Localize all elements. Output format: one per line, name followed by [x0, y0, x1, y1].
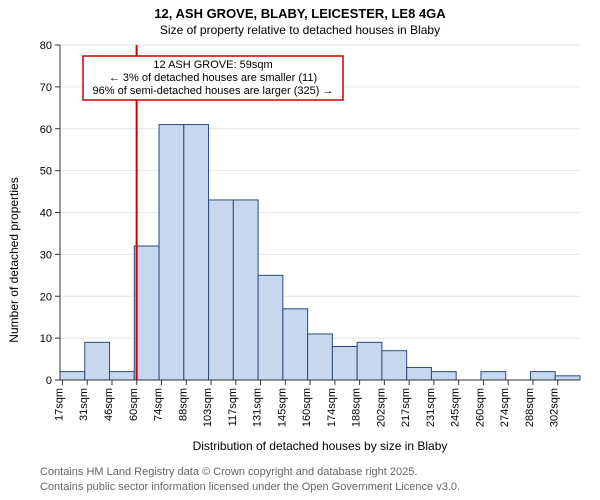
y-tick-label: 80 [40, 40, 52, 52]
x-tick-label: 274sqm [499, 388, 511, 427]
x-tick-label: 74sqm [153, 388, 165, 421]
x-tick-label: 202sqm [375, 388, 387, 427]
histogram-bar [357, 342, 382, 380]
x-tick-label: 131sqm [252, 388, 264, 427]
histogram-bar [308, 334, 333, 380]
footer-line2: Contains public sector information licen… [40, 481, 460, 493]
annotation-line2: ← 3% of detached houses are smaller (11) [109, 72, 317, 84]
x-tick-label: 31sqm [78, 388, 90, 421]
histogram-bar [530, 372, 555, 380]
x-tick-label: 145sqm [276, 388, 288, 427]
x-tick-label: 88sqm [177, 388, 189, 421]
histogram-bar [555, 376, 580, 380]
y-tick-label: 70 [40, 82, 52, 94]
y-tick-label: 40 [40, 208, 52, 220]
x-tick-label: 160sqm [301, 388, 313, 427]
x-tick-label: 46sqm [103, 388, 115, 421]
y-tick-label: 60 [40, 124, 52, 136]
histogram-bar [431, 372, 456, 380]
chart-svg: 12, ASH GROVE, BLABY, LEICESTER, LE8 4GA… [0, 0, 600, 500]
x-tick-label: 17sqm [53, 388, 65, 421]
y-axis-label: Number of detached properties [7, 177, 21, 342]
y-tick-label: 10 [40, 333, 52, 345]
histogram-bar [382, 351, 407, 380]
chart-container: 12, ASH GROVE, BLABY, LEICESTER, LE8 4GA… [0, 0, 600, 500]
y-tick-label: 0 [46, 375, 52, 387]
y-tick-label: 20 [40, 291, 52, 303]
x-tick-label: 60sqm [128, 388, 140, 421]
annotation-line3: 96% of semi-detached houses are larger (… [93, 85, 334, 97]
histogram-bar [481, 372, 506, 380]
x-tick-label: 217sqm [400, 388, 412, 427]
histogram-bar [184, 125, 209, 380]
x-tick-label: 103sqm [202, 388, 214, 427]
histogram-bar [60, 372, 85, 380]
x-tick-label: 302sqm [549, 388, 561, 427]
x-tick-label: 231sqm [425, 388, 437, 427]
x-tick-label: 245sqm [450, 388, 462, 427]
histogram-bar [110, 372, 135, 380]
footer-line1: Contains HM Land Registry data © Crown c… [40, 466, 417, 478]
histogram-bar [85, 342, 110, 380]
annotation-box: 12 ASH GROVE: 59sqm ← 3% of detached hou… [83, 56, 343, 100]
y-tick-label: 50 [40, 166, 52, 178]
histogram-bar [258, 275, 283, 380]
chart-title-sub: Size of property relative to detached ho… [160, 23, 440, 37]
histogram-bar [407, 367, 432, 380]
histogram-bar [159, 125, 184, 380]
histogram-bar [283, 309, 308, 380]
annotation-line1: 12 ASH GROVE: 59sqm [153, 59, 272, 71]
x-tick-label: 288sqm [524, 388, 536, 427]
x-tick-label: 188sqm [351, 388, 363, 427]
x-tick-label: 117sqm [227, 388, 239, 426]
y-tick-label: 30 [40, 249, 52, 261]
x-tick-label: 260sqm [474, 388, 486, 427]
histogram-bar [209, 200, 234, 380]
x-axis-label: Distribution of detached houses by size … [193, 439, 448, 453]
histogram-bar [332, 347, 357, 381]
x-tick-label: 174sqm [326, 388, 338, 427]
chart-title-main: 12, ASH GROVE, BLABY, LEICESTER, LE8 4GA [154, 6, 446, 21]
histogram-bar [233, 200, 258, 380]
histogram-bar [134, 246, 159, 380]
